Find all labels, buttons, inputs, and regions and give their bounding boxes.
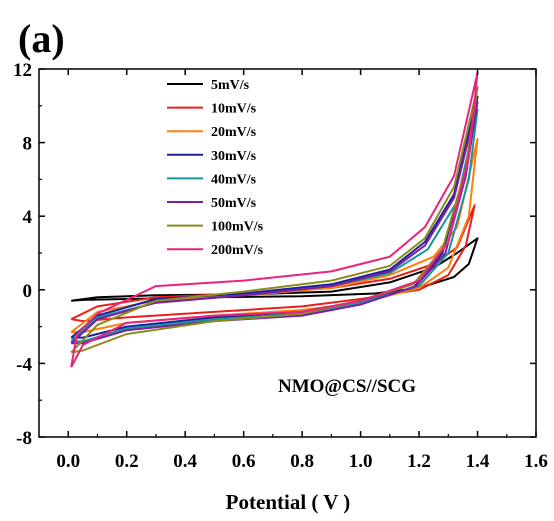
- legend-label: 100mV/s: [211, 220, 264, 235]
- legend-label: 200mV/s: [211, 243, 264, 258]
- legend-label: 50mV/s: [211, 196, 257, 211]
- series-layer: [71, 73, 477, 367]
- x-tick-label: 1.0: [349, 451, 373, 472]
- sample-annotation: NMO@CS//SCG: [278, 376, 416, 397]
- x-tick-label: 0.8: [290, 451, 314, 472]
- x-tick-label: 1.2: [407, 451, 431, 472]
- y-tick-label: 0: [23, 281, 33, 302]
- series-line-200mV-s: [71, 73, 477, 367]
- x-tick-label: 1.6: [524, 451, 548, 472]
- x-tick-label: 0.6: [232, 451, 256, 472]
- y-tick-label: -8: [16, 428, 32, 449]
- series-line-50mV-s: [71, 102, 477, 343]
- y-tick-label: -4: [16, 354, 32, 375]
- legend-label: 30mV/s: [211, 149, 257, 164]
- legend-label: 40mV/s: [211, 172, 257, 187]
- series-line-10mV-s: [71, 205, 474, 321]
- x-axis-label: Potential ( V ): [226, 490, 351, 514]
- x-tick-label: 0.4: [173, 451, 197, 472]
- x-tick-label: 0.0: [56, 451, 80, 472]
- panel-label: (a): [18, 16, 65, 61]
- legend-label: 10mV/s: [211, 102, 257, 117]
- x-tick-label: 0.2: [115, 451, 139, 472]
- y-tick-label: 4: [23, 207, 33, 228]
- x-tick-label: 1.4: [466, 451, 490, 472]
- y-tick-label: 12: [13, 60, 32, 81]
- legend-label: 5mV/s: [211, 78, 250, 93]
- y-tick-label: 8: [23, 134, 33, 155]
- legend-label: 20mV/s: [211, 125, 257, 140]
- legend: 5mV/s 10mV/s 20mV/s 30mV/s 40mV/s 50mV/s 100mV…: [167, 78, 264, 258]
